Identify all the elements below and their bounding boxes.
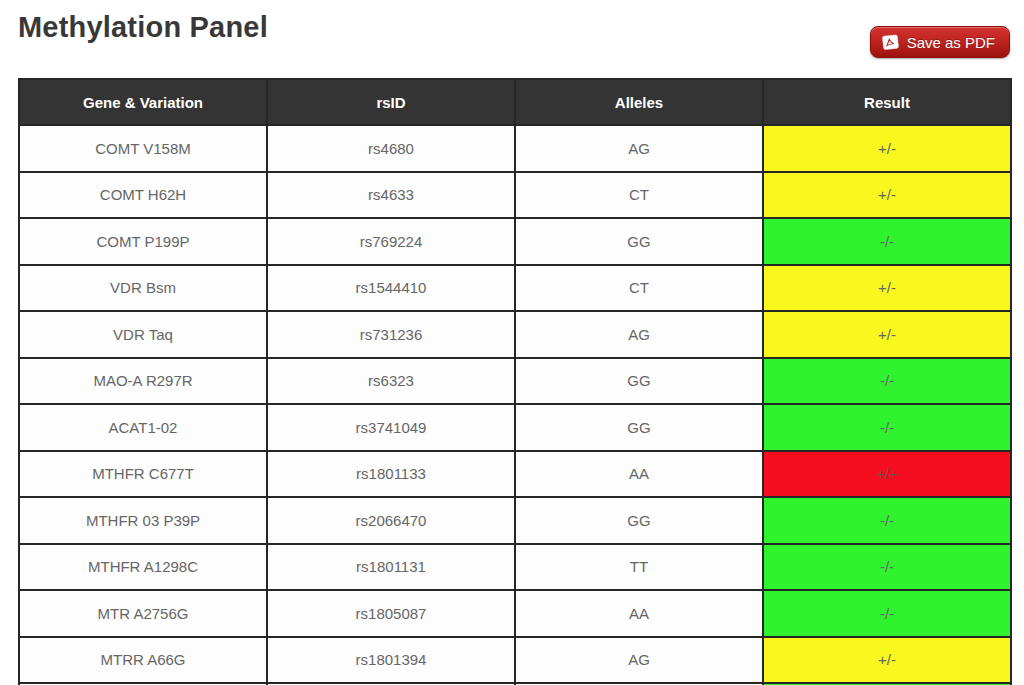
alleles-cell: AG <box>515 311 763 358</box>
rsid-cell: rs1805087 <box>267 590 515 637</box>
rsid-cell: rs1801131 <box>267 544 515 591</box>
alleles-cell: CT <box>515 265 763 312</box>
rsid-cell: rs2066470 <box>267 497 515 544</box>
table-row: MTRR A66G rs1801394 AG +/- <box>19 637 1011 684</box>
rsid-cell: rs769224 <box>267 218 515 265</box>
save-as-pdf-label: Save as PDF <box>907 34 995 51</box>
result-cell: -/- <box>763 544 1011 591</box>
table-row: COMT H62H rs4633 CT +/- <box>19 172 1011 219</box>
alleles-cell: AG <box>515 125 763 172</box>
result-cell: -/- <box>763 497 1011 544</box>
result-cell: +/+ <box>763 451 1011 498</box>
result-cell: +/- <box>763 311 1011 358</box>
table-row: MAO-A R297R rs6323 GG -/- <box>19 358 1011 405</box>
gene-cell: VDR Bsm <box>19 265 267 312</box>
rsid-cell: rs6323 <box>267 358 515 405</box>
alleles-cell: GG <box>515 358 763 405</box>
gene-cell: COMT P199P <box>19 218 267 265</box>
table-row: MTHFR C677T rs1801133 AA +/+ <box>19 451 1011 498</box>
gene-cell: MTRR A66G <box>19 637 267 684</box>
result-cell: +/- <box>763 125 1011 172</box>
gene-cell: MTHFR 03 P39P <box>19 497 267 544</box>
table-row: COMT P199P rs769224 GG -/- <box>19 218 1011 265</box>
alleles-cell: AA <box>515 451 763 498</box>
gene-cell: ACAT1-02 <box>19 404 267 451</box>
alleles-cell: GG <box>515 218 763 265</box>
rsid-cell: rs1544410 <box>267 265 515 312</box>
gene-cell: MTR A2756G <box>19 590 267 637</box>
rsid-cell: rs3741049 <box>267 404 515 451</box>
save-as-pdf-button[interactable]: Save as PDF <box>870 26 1010 58</box>
pdf-icon <box>880 33 901 52</box>
gene-cell: MTHFR A1298C <box>19 544 267 591</box>
page-title: Methylation Panel <box>18 11 268 44</box>
rsid-cell: rs4633 <box>267 172 515 219</box>
gene-cell: MTHFR C677T <box>19 451 267 498</box>
rsid-cell: rs731236 <box>267 311 515 358</box>
result-cell: +/- <box>763 637 1011 684</box>
result-cell: -/- <box>763 218 1011 265</box>
methylation-table: Gene & Variation rsID Alleles Result COM… <box>18 78 1012 685</box>
header-rsid: rsID <box>267 79 515 125</box>
result-cell: -/- <box>763 404 1011 451</box>
result-cell: -/- <box>763 358 1011 405</box>
alleles-cell: GG <box>515 497 763 544</box>
table-row: MTHFR 03 P39P rs2066470 GG -/- <box>19 497 1011 544</box>
table-row: MTHFR A1298C rs1801131 TT -/- <box>19 544 1011 591</box>
alleles-cell: GG <box>515 404 763 451</box>
header-alleles: Alleles <box>515 79 763 125</box>
table-row: MTR A2756G rs1805087 AA -/- <box>19 590 1011 637</box>
table-row: VDR Taq rs731236 AG +/- <box>19 311 1011 358</box>
header-gene-variation: Gene & Variation <box>19 79 267 125</box>
result-cell: +/- <box>763 172 1011 219</box>
result-cell: -/- <box>763 590 1011 637</box>
alleles-cell: AG <box>515 637 763 684</box>
table-row: COMT V158M rs4680 AG +/- <box>19 125 1011 172</box>
table-row: VDR Bsm rs1544410 CT +/- <box>19 265 1011 312</box>
alleles-cell: AA <box>515 590 763 637</box>
result-cell: +/- <box>763 265 1011 312</box>
table-header-row: Gene & Variation rsID Alleles Result <box>19 79 1011 125</box>
alleles-cell: CT <box>515 172 763 219</box>
table-row: ACAT1-02 rs3741049 GG -/- <box>19 404 1011 451</box>
gene-cell: VDR Taq <box>19 311 267 358</box>
gene-cell: MAO-A R297R <box>19 358 267 405</box>
header-result: Result <box>763 79 1011 125</box>
rsid-cell: rs1801394 <box>267 637 515 684</box>
methylation-panel-page: Methylation Panel Save as PDF Gene & Var… <box>0 0 1024 685</box>
alleles-cell: TT <box>515 544 763 591</box>
gene-cell: COMT H62H <box>19 172 267 219</box>
rsid-cell: rs1801133 <box>267 451 515 498</box>
rsid-cell: rs4680 <box>267 125 515 172</box>
gene-cell: COMT V158M <box>19 125 267 172</box>
